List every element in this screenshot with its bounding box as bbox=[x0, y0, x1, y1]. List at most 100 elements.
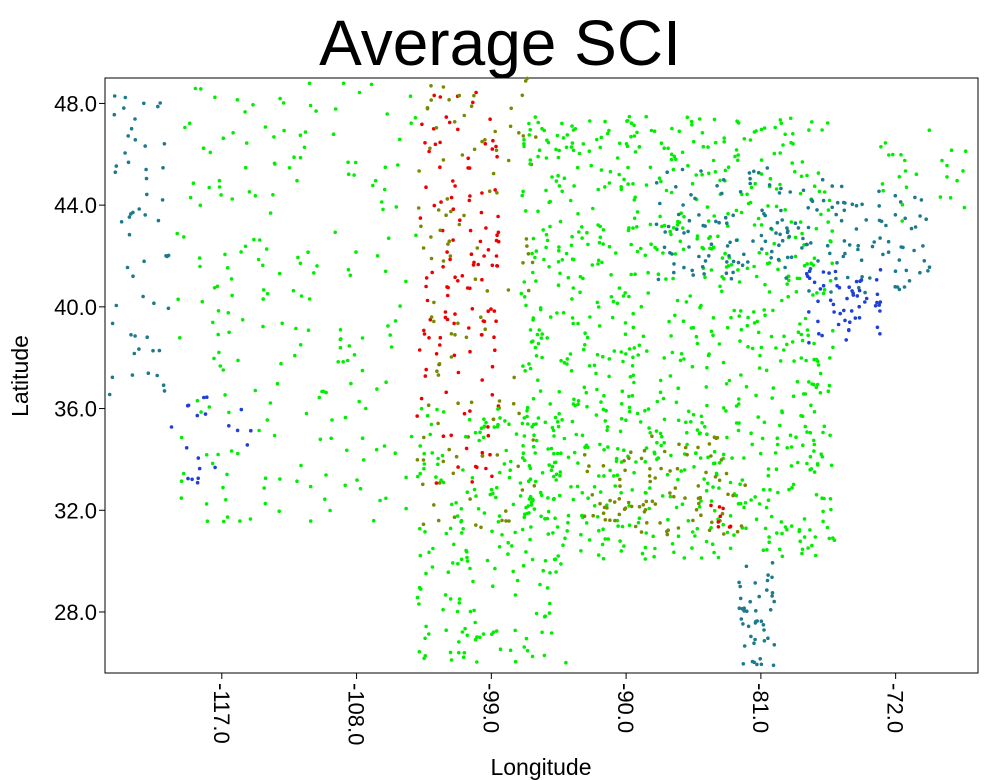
data-point bbox=[603, 185, 607, 189]
data-point bbox=[631, 373, 636, 378]
data-point bbox=[227, 410, 231, 415]
data-point bbox=[616, 447, 620, 451]
data-point bbox=[691, 412, 696, 417]
data-point bbox=[914, 172, 919, 176]
data-point bbox=[805, 262, 809, 266]
data-point bbox=[818, 287, 823, 291]
data-point bbox=[839, 184, 844, 189]
data-point bbox=[456, 562, 460, 566]
data-point bbox=[470, 307, 475, 311]
data-point bbox=[513, 593, 518, 597]
data-point bbox=[525, 405, 530, 410]
data-point bbox=[783, 208, 787, 212]
data-point bbox=[807, 128, 811, 132]
data-point bbox=[487, 189, 492, 193]
data-point bbox=[506, 540, 511, 545]
data-points bbox=[107, 76, 968, 668]
data-point bbox=[736, 260, 741, 265]
data-point bbox=[774, 346, 778, 350]
data-point bbox=[570, 141, 575, 145]
data-point bbox=[473, 277, 478, 282]
data-point bbox=[271, 193, 275, 197]
data-point bbox=[280, 321, 285, 326]
data-point bbox=[500, 533, 504, 537]
data-point bbox=[772, 151, 777, 156]
data-point bbox=[793, 235, 798, 240]
data-point bbox=[666, 224, 671, 229]
data-point bbox=[299, 463, 303, 468]
data-point bbox=[265, 418, 270, 422]
data-point bbox=[624, 352, 628, 356]
data-point bbox=[218, 364, 223, 368]
data-point bbox=[553, 516, 557, 520]
data-point bbox=[685, 452, 689, 457]
data-point bbox=[607, 374, 611, 379]
data-point bbox=[534, 279, 538, 283]
data-point bbox=[849, 309, 854, 313]
data-point bbox=[457, 601, 462, 605]
data-point bbox=[743, 483, 747, 488]
data-point bbox=[414, 233, 418, 238]
data-point bbox=[352, 353, 357, 357]
data-point bbox=[447, 239, 452, 243]
data-point bbox=[812, 184, 817, 188]
data-point bbox=[695, 526, 700, 531]
data-point bbox=[278, 96, 282, 101]
data-point bbox=[919, 198, 924, 202]
data-point bbox=[802, 263, 807, 268]
data-point bbox=[767, 535, 771, 539]
data-point bbox=[623, 291, 627, 295]
data-point bbox=[143, 144, 147, 148]
data-point bbox=[601, 464, 606, 468]
data-point bbox=[504, 509, 508, 513]
data-point bbox=[470, 476, 475, 480]
data-point bbox=[569, 485, 573, 489]
data-point bbox=[454, 501, 458, 505]
data-point bbox=[680, 502, 685, 507]
data-point bbox=[304, 411, 309, 416]
data-point bbox=[583, 331, 587, 336]
data-point bbox=[475, 246, 480, 250]
data-point bbox=[747, 171, 752, 175]
data-point bbox=[597, 240, 602, 245]
data-point bbox=[591, 206, 595, 211]
data-point bbox=[726, 211, 730, 216]
data-point bbox=[766, 498, 771, 503]
data-point bbox=[547, 611, 552, 615]
data-point bbox=[662, 356, 666, 360]
data-point bbox=[762, 126, 767, 130]
data-point bbox=[441, 480, 446, 485]
data-point bbox=[458, 218, 462, 222]
data-point bbox=[938, 195, 943, 199]
data-point bbox=[496, 407, 500, 411]
data-point bbox=[613, 518, 617, 523]
data-point bbox=[761, 623, 766, 627]
data-point bbox=[627, 456, 631, 461]
data-point bbox=[776, 267, 780, 272]
data-point bbox=[239, 407, 244, 412]
data-point bbox=[308, 484, 313, 489]
data-point bbox=[808, 454, 813, 459]
data-point bbox=[770, 591, 775, 595]
data-point bbox=[308, 519, 313, 523]
data-point bbox=[662, 245, 667, 250]
data-point bbox=[425, 106, 430, 111]
data-point bbox=[754, 393, 758, 398]
data-point bbox=[144, 167, 148, 172]
data-point bbox=[812, 256, 817, 261]
data-point bbox=[805, 173, 809, 178]
data-point bbox=[510, 544, 514, 548]
data-point bbox=[732, 308, 736, 313]
data-point bbox=[557, 390, 562, 394]
data-point bbox=[617, 172, 621, 177]
data-point bbox=[800, 551, 804, 556]
data-point bbox=[444, 628, 449, 632]
data-point bbox=[467, 166, 472, 170]
data-point bbox=[643, 460, 648, 464]
data-point bbox=[277, 509, 282, 513]
data-point bbox=[542, 257, 546, 262]
data-point bbox=[415, 458, 420, 462]
data-point bbox=[742, 505, 746, 510]
data-point bbox=[720, 289, 724, 294]
data-point bbox=[423, 636, 427, 641]
